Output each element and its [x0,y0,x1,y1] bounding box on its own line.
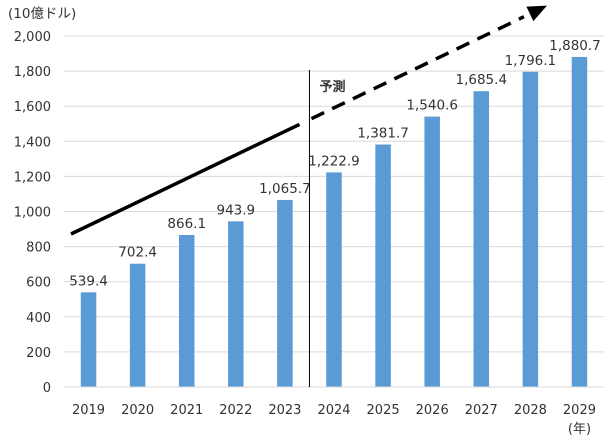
data-label: 1,222.9 [308,153,360,169]
x-tick-label: 2027 [465,403,498,418]
x-axis-ticks: 2019 2020 2021 2022 2023 2024 2025 2026 2027 2028… [72,403,596,418]
bar-2026 [424,116,440,388]
data-label: 1,685.4 [456,72,508,88]
bar-2022 [228,221,244,387]
bar-2019 [80,292,97,387]
data-label: 1,880.7 [549,38,601,54]
bar-2024 [326,172,342,387]
bar-2029 [571,56,588,388]
bars [80,56,588,388]
bar-2025 [375,144,391,387]
y-tick-label: 1,800 [14,65,51,80]
y-axis-unit-label: (10億ドル) [8,6,76,22]
y-tick-label: 1,200 [14,170,51,185]
trend-arrow-solid [70,122,301,236]
data-label: 1,381.7 [357,126,409,142]
data-label: 866.1 [167,216,206,232]
x-tick-label: 2021 [170,403,203,418]
y-tick-label: 2,000 [14,30,51,45]
data-label: 539.4 [69,273,108,289]
data-label: 1,796.1 [505,53,557,69]
forecast-label: 予測 [319,79,345,95]
bar-2027 [473,91,490,387]
y-tick-label: 1,000 [14,206,51,221]
trend-arrow-dashed [310,15,525,121]
x-tick-label: 2025 [367,403,400,418]
y-tick-label: 200 [26,346,51,361]
bar-2021 [178,234,195,387]
y-tick-label: 400 [26,311,51,326]
data-label: 702.4 [118,245,157,261]
data-label: 1,540.6 [406,98,458,114]
bar-2023 [277,199,293,387]
data-label: 943.9 [216,202,255,218]
x-tick-label: 2028 [514,403,547,418]
x-tick-label: 2023 [268,403,301,418]
x-tick-label: 2024 [317,403,350,418]
data-labels: 539.4 702.4 866.1 943.91,065.7 1,222.9 1,381.… [69,38,601,289]
x-tick-label: 2026 [416,403,449,418]
y-tick-label: 1,400 [14,135,51,150]
y-tick-label: 0 [43,381,51,396]
x-tick-label: 2019 [72,403,105,418]
x-tick-label: 2022 [219,403,252,418]
y-tick-label: 800 [26,241,51,256]
trend-arrow-head [526,5,548,22]
x-tick-label: 2020 [121,403,154,418]
x-axis-unit-label: (年) [568,422,591,437]
data-label: 1,065.7 [259,181,311,197]
bar-2020 [129,263,146,387]
bar-2028 [522,71,539,387]
x-tick-label: 2029 [563,403,596,418]
y-tick-label: 600 [26,276,51,291]
y-tick-label: 1,600 [14,100,51,115]
y-axis-ticks: 0 200 400 600 800 1,000 1,200 1,400 1,600 1,800 2,… [14,30,51,396]
